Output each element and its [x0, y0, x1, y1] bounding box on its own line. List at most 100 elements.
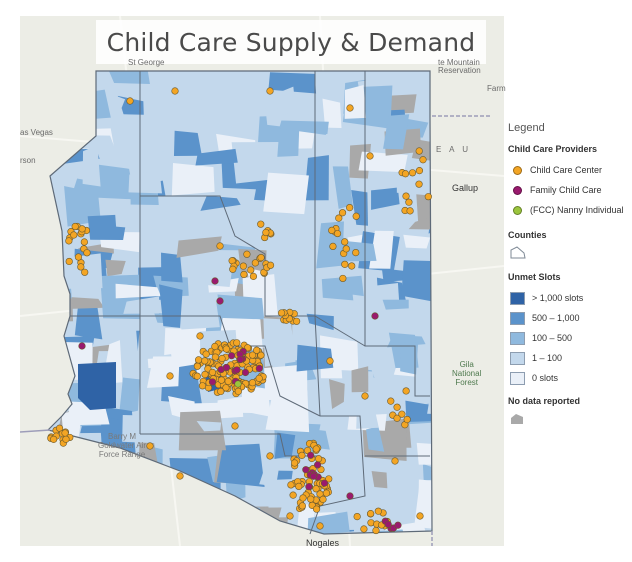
- label-farmington: Farm: [487, 84, 506, 93]
- legend-label: 0 slots: [532, 373, 559, 383]
- swatch-icon: [510, 331, 525, 345]
- provider-marker: [352, 212, 360, 220]
- provider-marker: [211, 277, 219, 285]
- provider-marker: [241, 368, 250, 377]
- provider-marker: [228, 352, 236, 360]
- provider-marker: [298, 502, 306, 510]
- legend-item-family-child-care: Family Child Care: [508, 180, 632, 200]
- swatch-icon: [510, 291, 525, 305]
- label-reservation: Reservation: [438, 66, 481, 75]
- provider-marker: [346, 203, 354, 212]
- provider-marker: [77, 263, 85, 271]
- provider-marker: [217, 387, 225, 396]
- tract-polygon: [196, 420, 222, 432]
- provider-marker: [234, 387, 242, 395]
- map-title: Child Care Supply & Demand: [106, 27, 476, 57]
- county-outline-icon: [510, 246, 632, 264]
- tract-polygon: [366, 426, 385, 452]
- provider-marker: [257, 351, 265, 359]
- provider-marker: [307, 451, 315, 459]
- tract-polygon: [128, 174, 162, 194]
- tract-polygon: [351, 366, 369, 393]
- provider-marker: [234, 380, 242, 388]
- provider-marker: [394, 521, 402, 529]
- provider-marker: [286, 512, 294, 520]
- provider-marker: [222, 345, 230, 353]
- legend-label: Child Care Center: [530, 165, 603, 175]
- tract-polygon: [74, 299, 103, 340]
- provider-marker: [208, 368, 217, 376]
- tract-polygon: [332, 166, 353, 209]
- provider-marker: [229, 265, 237, 273]
- provider-marker: [196, 332, 204, 340]
- label-gallup: Gallup: [452, 183, 479, 193]
- tract-polygon: [133, 151, 179, 177]
- tract-polygon: [279, 120, 329, 136]
- provider-marker: [239, 262, 247, 270]
- provider-marker: [194, 356, 203, 364]
- tract-polygon: [264, 364, 308, 401]
- tract-polygon: [137, 321, 172, 360]
- provider-marker: [218, 354, 226, 363]
- tract-polygon: [356, 402, 379, 429]
- provider-marker: [201, 357, 209, 365]
- tract-polygon: [265, 390, 310, 433]
- tract-polygon: [205, 250, 235, 287]
- tract-polygon: [276, 86, 296, 117]
- provider-marker: [387, 397, 395, 405]
- label-barry-goldwater: Barry M Goldwater Air Force Range: [98, 432, 147, 459]
- provider-marker: [415, 147, 423, 155]
- provider-marker: [346, 492, 354, 500]
- tract-polygon: [217, 294, 265, 320]
- green-dot-icon: [513, 205, 522, 215]
- provider-marker: [78, 225, 86, 233]
- tract-polygon: [306, 313, 334, 331]
- provider-marker: [61, 429, 69, 437]
- provider-marker: [146, 442, 154, 450]
- legend-item-unmet-1000: > 1,000 slots: [508, 288, 632, 308]
- legend-item-nanny: (FCC) Nanny Individual: [508, 200, 632, 220]
- provider-marker: [315, 455, 323, 463]
- tract-polygon: [178, 410, 227, 451]
- provider-marker: [309, 472, 318, 480]
- tract-polygon: [344, 85, 366, 119]
- provider-marker: [424, 193, 432, 201]
- provider-marker: [257, 253, 265, 262]
- provider-marker: [255, 364, 263, 372]
- tract-polygon: [358, 151, 408, 173]
- tract-polygon: [322, 98, 342, 128]
- provider-marker: [291, 459, 299, 467]
- provider-marker: [74, 253, 83, 261]
- provider-marker: [240, 270, 248, 279]
- provider-marker: [287, 481, 295, 489]
- provider-marker: [224, 377, 232, 385]
- tract-polygon: [173, 130, 202, 156]
- tract-polygon: [328, 379, 345, 409]
- provider-marker: [277, 309, 286, 317]
- provider-marker: [83, 249, 91, 257]
- tract-polygon-high: [78, 362, 116, 410]
- provider-marker: [80, 238, 88, 246]
- provider-marker: [333, 229, 342, 238]
- label-mountain: te Mountain: [438, 58, 480, 67]
- label-las-vegas: as Vegas: [20, 128, 53, 137]
- provider-marker: [312, 505, 321, 513]
- legend-item-unmet-500: 500 – 1,000: [508, 308, 632, 328]
- provider-marker: [371, 312, 379, 320]
- tract-polygon: [82, 144, 101, 187]
- label-nogales: Nogales: [306, 538, 340, 548]
- provider-marker: [307, 495, 315, 503]
- provider-marker: [393, 403, 401, 411]
- provider-marker: [231, 422, 239, 430]
- label-henderson: rson: [20, 156, 36, 165]
- map-view[interactable]: [20, 16, 504, 546]
- tract-polygon: [263, 172, 309, 215]
- tract-polygon: [263, 318, 296, 367]
- provider-marker: [249, 272, 258, 280]
- provider-marker: [374, 507, 382, 515]
- legend-label: 100 – 500: [532, 333, 573, 343]
- provider-marker: [233, 366, 241, 374]
- provider-marker: [305, 483, 313, 491]
- provider-marker: [419, 156, 427, 164]
- provider-marker: [402, 387, 410, 395]
